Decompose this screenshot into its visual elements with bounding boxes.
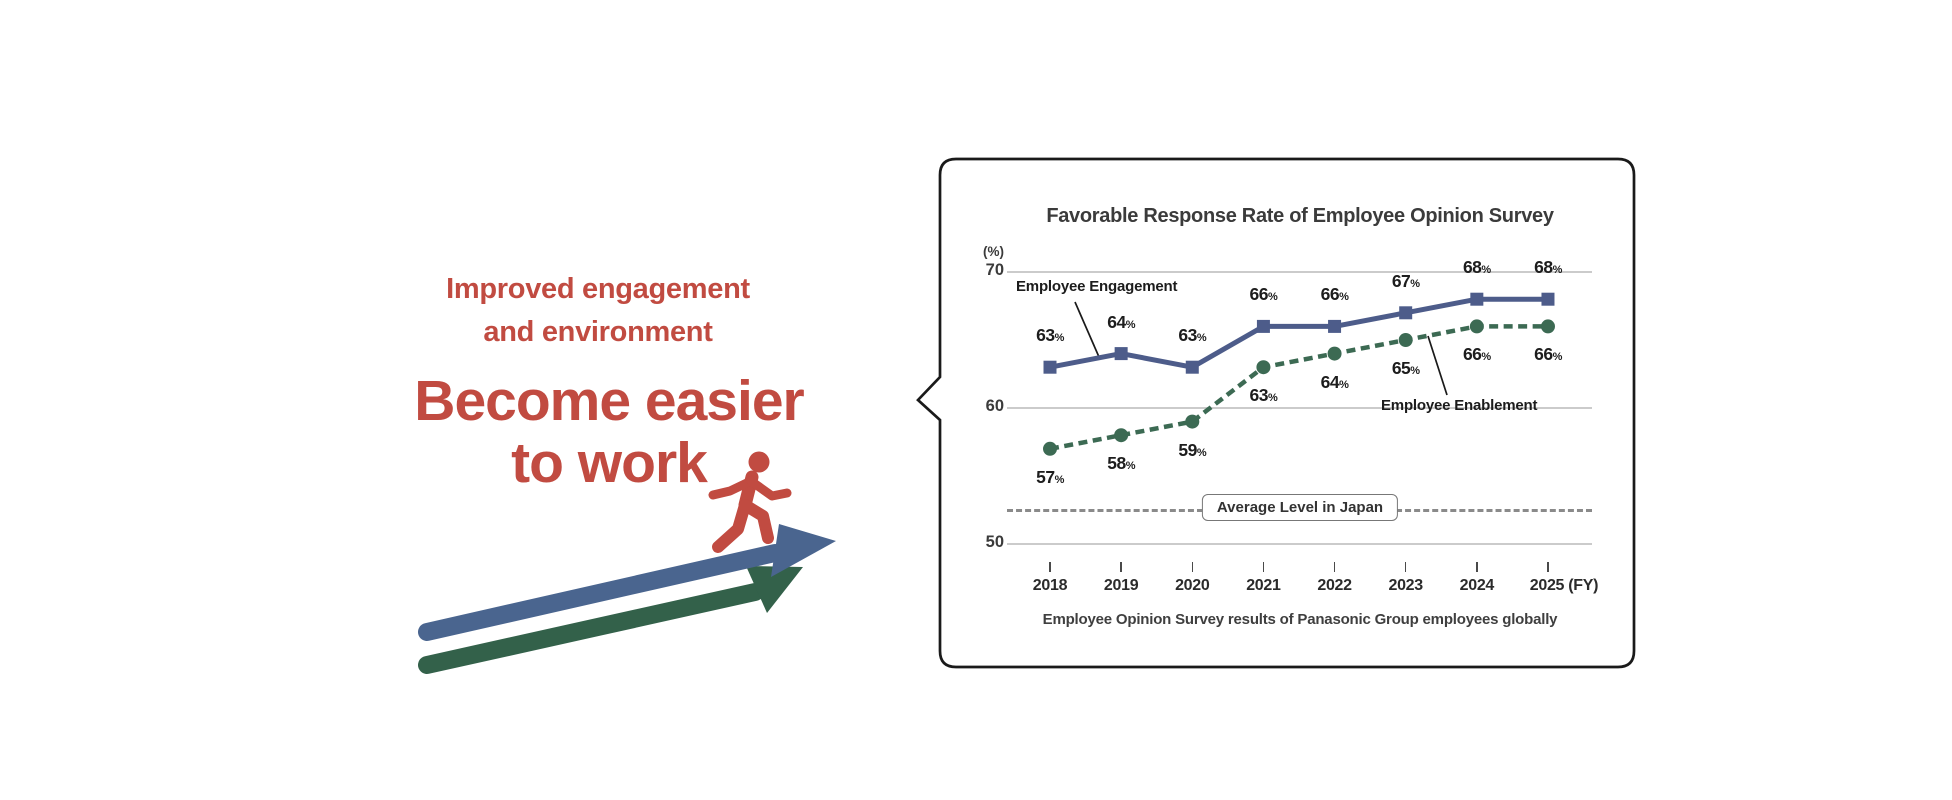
series-plot: [1043, 292, 1555, 456]
speech-bubble: [916, 157, 1636, 669]
x-tick-mark: [1262, 562, 1265, 572]
data-point-marker: [1540, 319, 1555, 334]
data-label: 68%: [1462, 257, 1491, 278]
enablement-callout-line: [1427, 335, 1448, 396]
x-tick-mark: [1120, 562, 1122, 572]
data-point-marker: [1469, 319, 1484, 334]
y-axis-label-70: 70: [985, 261, 1004, 279]
data-point-marker: [1043, 360, 1057, 374]
runner-front-arm: [746, 476, 792, 501]
x-tick-mark: [1049, 562, 1051, 572]
x-tick-label: 2025 (FY): [1529, 577, 1599, 594]
data-label: 65%: [1391, 358, 1420, 378]
data-label: 66%: [1534, 344, 1562, 365]
x-tick-label: 2021: [1246, 577, 1281, 594]
chart-caption: Employee Opinion Survey results of Panas…: [1042, 611, 1558, 628]
data-label: 66%: [1462, 344, 1491, 365]
speech-bubble-outline: [916, 157, 1636, 669]
runner-front-leg: [739, 499, 774, 544]
subtitle: Improved engagement and environment: [398, 268, 798, 354]
data-label: 59%: [1178, 439, 1207, 460]
subtitle-line2: and environment: [483, 316, 713, 348]
engagement-callout-line: [1074, 301, 1100, 358]
data-label: 63%: [1178, 325, 1207, 346]
series-line-enablement: [1049, 324, 1548, 452]
data-point-marker: [1470, 292, 1484, 306]
x-tick-label: 2023: [1388, 577, 1423, 594]
y-axis-label-60: 60: [985, 397, 1004, 415]
runner-head: [748, 451, 770, 473]
x-tick-mark: [1191, 562, 1194, 572]
data-point-marker: [1398, 333, 1413, 347]
data-label: 64%: [1320, 371, 1349, 392]
data-label: 68%: [1534, 257, 1562, 278]
y-gridline-60: [1007, 407, 1592, 409]
running-person-icon: [708, 451, 792, 553]
headline-line2: to work: [511, 431, 708, 495]
data-point-marker: [1327, 346, 1342, 361]
y-axis-unit: (%): [983, 244, 1004, 259]
x-tick-mark: [1547, 562, 1549, 572]
y-gridline-50: [1007, 543, 1592, 545]
data-label: 57%: [1036, 466, 1064, 487]
data-label: 63%: [1249, 385, 1278, 406]
runner-back-leg: [712, 499, 751, 553]
x-tick-label: 2022: [1317, 577, 1352, 594]
data-point-marker: [1185, 360, 1199, 374]
x-tick-mark: [1333, 562, 1336, 572]
data-label: 66%: [1320, 284, 1349, 305]
series-line-engagement: [1049, 296, 1548, 370]
rising-arrows-icon: [418, 524, 836, 674]
x-tick-label: 2020: [1175, 577, 1210, 594]
blue-arrow-shaft: [418, 544, 784, 641]
data-label: 67%: [1391, 270, 1420, 291]
data-point-marker: [1185, 414, 1200, 429]
headline-line1: Become easier: [414, 369, 804, 433]
legend-employee-engagement: Employee Engagement: [1016, 278, 1178, 295]
data-point-marker: [1256, 360, 1271, 375]
blue-arrow-head: [771, 524, 836, 577]
green-arrow-shaft: [418, 583, 764, 674]
data-point-marker: [1399, 306, 1413, 320]
legend-employee-enablement: Employee Enablement: [1381, 397, 1538, 414]
data-point-marker: [1256, 319, 1270, 333]
x-tick-mark: [1476, 562, 1478, 572]
chart-title: Favorable Response Rate of Employee Opin…: [1046, 205, 1554, 227]
x-tick-label: 2024: [1459, 577, 1495, 594]
data-label: 63%: [1036, 325, 1064, 346]
data-point-marker: [1328, 319, 1342, 333]
data-label: 58%: [1107, 453, 1135, 474]
headline: Become easier to work: [409, 370, 809, 494]
data-point-marker: [1114, 428, 1129, 443]
y-gridline-70: [1007, 271, 1592, 273]
green-arrow-head: [746, 566, 803, 613]
x-tick-label: 2018: [1032, 577, 1068, 594]
x-tick-mark: [1404, 562, 1407, 572]
data-point-marker: [1043, 441, 1057, 456]
data-point-marker: [1114, 347, 1128, 361]
data-point-marker: [1541, 292, 1555, 306]
x-tick-label: 2019: [1103, 577, 1139, 594]
y-axis-label-50: 50: [985, 533, 1004, 551]
runner-back-arm: [708, 475, 758, 500]
japan-average-label: Average Level in Japan: [1201, 494, 1399, 521]
data-label: 66%: [1249, 284, 1278, 305]
subtitle-line1: Improved engagement: [446, 273, 750, 305]
data-label: 64%: [1107, 311, 1135, 332]
